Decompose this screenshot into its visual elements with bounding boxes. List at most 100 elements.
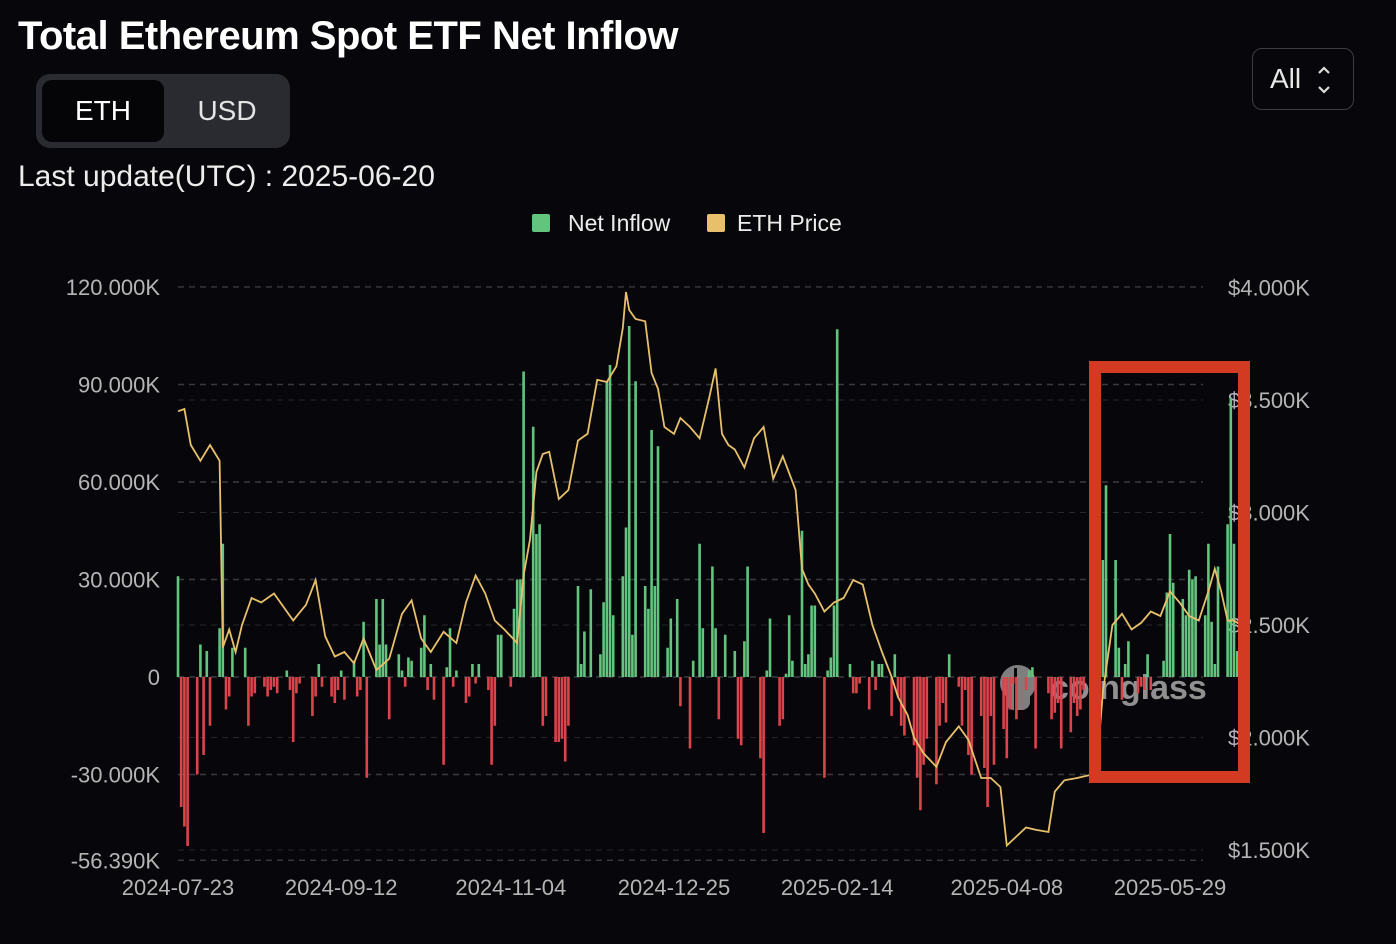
- inflow-bar: [554, 677, 557, 742]
- inflow-bar: [339, 670, 343, 677]
- inflow-bar: [320, 677, 324, 687]
- time-range-select[interactable]: All: [1252, 48, 1354, 110]
- right-tick-label: $4.000K: [1228, 276, 1310, 301]
- inflow-bar: [832, 605, 836, 677]
- inflow-bar: [426, 677, 429, 690]
- inflow-bar: [1191, 579, 1194, 677]
- inflow-bar: [1123, 664, 1127, 677]
- inflow-bar: [800, 530, 804, 677]
- inflow-bar: [186, 677, 189, 846]
- inflow-bar: [400, 670, 404, 677]
- inflow-bar: [1024, 677, 1028, 690]
- inflow-bar: [1149, 677, 1153, 690]
- inflow-bar: [285, 670, 289, 677]
- inflow-bar: [538, 524, 541, 677]
- inflow-bar: [634, 381, 637, 677]
- legend-label-eth-price: ETH Price: [737, 210, 842, 236]
- inflow-bar: [1104, 485, 1108, 677]
- inflow-bar: [343, 677, 346, 700]
- inflow-bar: [1213, 664, 1217, 677]
- inflow-bar: [938, 677, 941, 726]
- grid-lines: [178, 286, 1203, 861]
- inflow-bar: [858, 677, 861, 684]
- inflow-bar: [1053, 677, 1057, 713]
- inflow-bar: [298, 677, 301, 684]
- legend-swatch-eth-price: [707, 214, 725, 232]
- inflow-bar: [1210, 621, 1213, 677]
- inflow-bar: [983, 677, 986, 768]
- inflow-bar: [1162, 660, 1165, 677]
- inflow-bar: [387, 677, 391, 720]
- eth-unit-button[interactable]: ETH: [42, 80, 164, 142]
- inflow-bar: [205, 651, 209, 677]
- inflow-bar: [314, 677, 317, 697]
- inflow-bar: [557, 677, 561, 742]
- inflow-bar: [352, 660, 356, 677]
- inflow-bar: [263, 677, 266, 687]
- inflow-bar: [1005, 677, 1009, 759]
- inflow-bar: [490, 677, 493, 765]
- coinglass-logo-icon: [1000, 665, 1036, 712]
- left-axis-labels: 120.000K 90.000K 60.000K 30.000K 0 -30.000K -5…: [66, 275, 161, 873]
- inflow-bar: [355, 677, 359, 697]
- inflow-bar: [202, 677, 205, 755]
- inflow-bar: [195, 677, 199, 775]
- inflow-chart: 120.000K 90.000K 60.000K 30.000K 0 -30.000K -5…: [66, 210, 1310, 900]
- inflow-bar: [359, 677, 362, 690]
- inflow-bar: [429, 664, 433, 677]
- inflow-bar: [1171, 582, 1175, 677]
- inflow-bar: [877, 664, 881, 677]
- inflow-bar: [691, 660, 695, 677]
- inflow-bar: [739, 677, 743, 746]
- inflow-bar: [455, 670, 458, 677]
- inflow-bar: [467, 677, 471, 697]
- inflow-bar: [218, 628, 221, 677]
- inflow-bar: [519, 579, 522, 677]
- inflow-bar: [701, 628, 705, 677]
- inflow-bar: [247, 677, 250, 726]
- inflow-bar: [208, 677, 212, 726]
- inflow-bar: [407, 657, 410, 677]
- inflow-bar: [1226, 524, 1229, 677]
- inflow-bar: [912, 677, 916, 746]
- inflow-bar: [829, 657, 833, 677]
- select-chevrons-icon: [1318, 66, 1330, 94]
- inflow-bar: [541, 677, 545, 726]
- inflow-bar: [1075, 677, 1079, 716]
- inflow-bar: [176, 576, 180, 677]
- inflow-bar: [941, 677, 945, 703]
- inflow-bar: [311, 677, 314, 716]
- inflow-bar: [650, 430, 653, 677]
- inflow-bar: [960, 677, 964, 726]
- inflow-bar: [781, 677, 785, 720]
- inflow-bar: [989, 677, 993, 716]
- inflow-bar: [493, 677, 497, 726]
- inflow-bar: [1120, 677, 1124, 700]
- inflow-bar: [515, 579, 519, 677]
- inflow-bar: [1203, 615, 1207, 677]
- inflow-bar: [957, 677, 961, 687]
- inflow-bar: [560, 677, 564, 739]
- inflow-bar: [1207, 543, 1210, 677]
- inflow-bar: [679, 677, 682, 707]
- usd-unit-button[interactable]: USD: [197, 95, 257, 126]
- inflow-bar: [778, 677, 781, 726]
- inflow-bar: [522, 371, 525, 677]
- inflow-bar: [227, 677, 231, 697]
- inflow-bar: [1008, 677, 1012, 710]
- legend-label-net-inflow: Net Inflow: [568, 210, 671, 236]
- inflow-bar: [723, 634, 727, 677]
- inflow-bar: [1235, 651, 1239, 677]
- inflow-bar: [1050, 677, 1053, 720]
- inflow-bar: [1015, 677, 1018, 720]
- inflow-bar: [880, 664, 884, 677]
- inflow-bar: [896, 677, 900, 697]
- inflow-bar: [867, 677, 871, 710]
- inflow-bar: [1216, 566, 1220, 677]
- inflow-bar: [826, 670, 829, 677]
- inflow-bar: [199, 644, 202, 677]
- inflow-bar: [288, 677, 292, 690]
- inflow-bar: [605, 381, 609, 677]
- inflow-bar: [669, 618, 673, 677]
- left-tick-label: 60.000K: [78, 470, 160, 495]
